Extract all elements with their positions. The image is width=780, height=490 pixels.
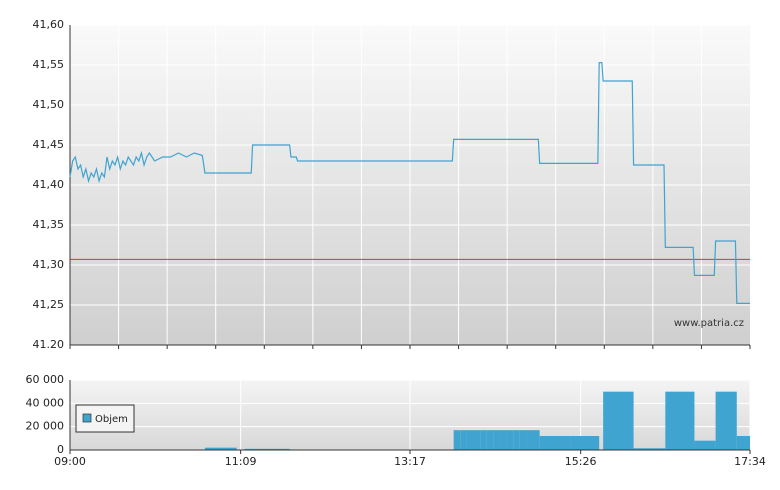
y-tick-label: 41,45 bbox=[33, 138, 65, 151]
volume-bar bbox=[715, 391, 737, 450]
volume-bar bbox=[736, 436, 750, 450]
volume-bar bbox=[513, 430, 520, 450]
legend-label: Objem bbox=[95, 414, 128, 425]
volume-bar bbox=[486, 430, 494, 450]
volume-bar bbox=[533, 430, 540, 450]
y-tick-label: 41,50 bbox=[33, 98, 65, 111]
volume-bar bbox=[603, 391, 634, 450]
volume-bar bbox=[570, 436, 600, 450]
volume-bar bbox=[526, 430, 534, 450]
volume-bar bbox=[204, 447, 237, 450]
x-tick-label: 11:09 bbox=[225, 455, 257, 468]
volume-bar bbox=[244, 448, 290, 450]
volume-bar bbox=[480, 430, 487, 450]
x-tick-label: 17:34 bbox=[734, 455, 766, 468]
legend-swatch bbox=[82, 413, 92, 423]
x-tick-label: 15:26 bbox=[565, 455, 597, 468]
volume-bar bbox=[519, 430, 527, 450]
volume-bar bbox=[665, 391, 695, 450]
price-line bbox=[69, 61, 750, 304]
y-tick-label: 41,25 bbox=[33, 298, 65, 311]
volume-bar bbox=[633, 448, 666, 450]
volume-bar bbox=[694, 440, 716, 450]
volume-bar bbox=[453, 430, 461, 450]
volume-bar bbox=[499, 430, 507, 450]
volume-bar bbox=[506, 430, 514, 450]
volume-bar bbox=[473, 430, 481, 450]
y-tick-label: 0 bbox=[57, 443, 64, 456]
volume-bar bbox=[466, 430, 474, 450]
y-tick-label: 41,55 bbox=[33, 58, 65, 71]
watermark: www.patria.cz bbox=[674, 318, 744, 329]
y-tick-label: 40 000 bbox=[26, 396, 65, 409]
y-tick-label: 41,60 bbox=[33, 18, 65, 31]
y-tick-label: 20 000 bbox=[26, 420, 65, 433]
y-tick-label: 41,40 bbox=[33, 178, 65, 191]
y-tick-label: 60 000 bbox=[26, 373, 65, 386]
x-tick-label: 13:17 bbox=[394, 455, 426, 468]
volume-bar bbox=[460, 430, 467, 450]
volume-bar bbox=[493, 430, 500, 450]
y-tick-label: 41,35 bbox=[33, 218, 65, 231]
y-tick-label: 41.20 bbox=[33, 338, 65, 351]
y-tick-label: 41,30 bbox=[33, 258, 65, 271]
x-tick-label: 09:00 bbox=[54, 455, 86, 468]
volume-bar bbox=[539, 436, 571, 450]
